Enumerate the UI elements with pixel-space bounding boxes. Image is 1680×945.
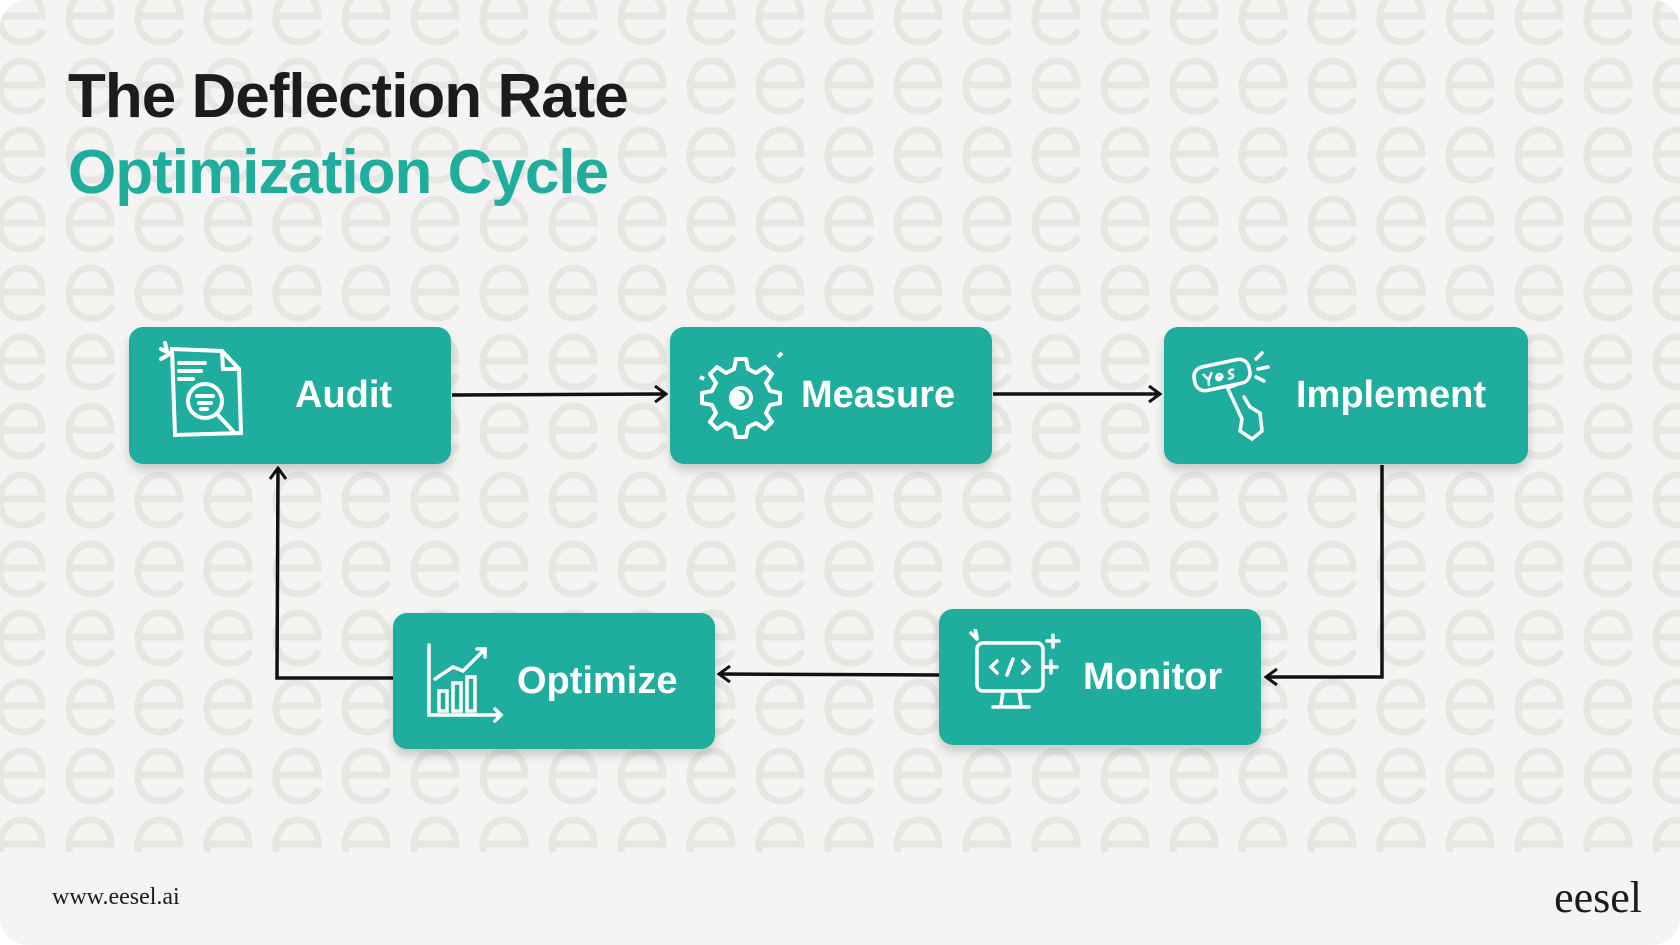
- gear-icon: [699, 351, 784, 439]
- step-audit: Audit: [129, 327, 451, 464]
- arrow-implement-to-monitor: [1266, 465, 1384, 677]
- step-label: Optimize: [517, 659, 678, 702]
- title-line-1: The Deflection Rate: [68, 62, 629, 131]
- step-measure: Measure: [670, 327, 992, 464]
- document-search-icon: [159, 341, 244, 438]
- step-label: Measure: [801, 374, 956, 416]
- arrow-audit-to-measure: [451, 394, 666, 395]
- eesel-logo: eesel: [1554, 873, 1642, 922]
- step-label: Audit: [295, 374, 393, 416]
- bar-chart-growth-icon: [427, 643, 504, 723]
- yes-button-click-icon: [1192, 351, 1270, 442]
- step-optimize: Optimize: [393, 613, 715, 749]
- title-line-2: Optimization Cycle: [68, 138, 609, 207]
- step-label: Implement: [1296, 374, 1487, 416]
- monitor-code-icon: [969, 629, 1061, 709]
- step-monitor: Monitor: [939, 609, 1261, 745]
- arrow-optimize-to-audit: [277, 468, 393, 680]
- step-implement: Implement: [1164, 327, 1528, 464]
- footer-url: www.eesel.ai: [52, 884, 180, 910]
- arrow-monitor-to-optimize: [719, 674, 940, 675]
- step-label: Monitor: [1083, 655, 1223, 698]
